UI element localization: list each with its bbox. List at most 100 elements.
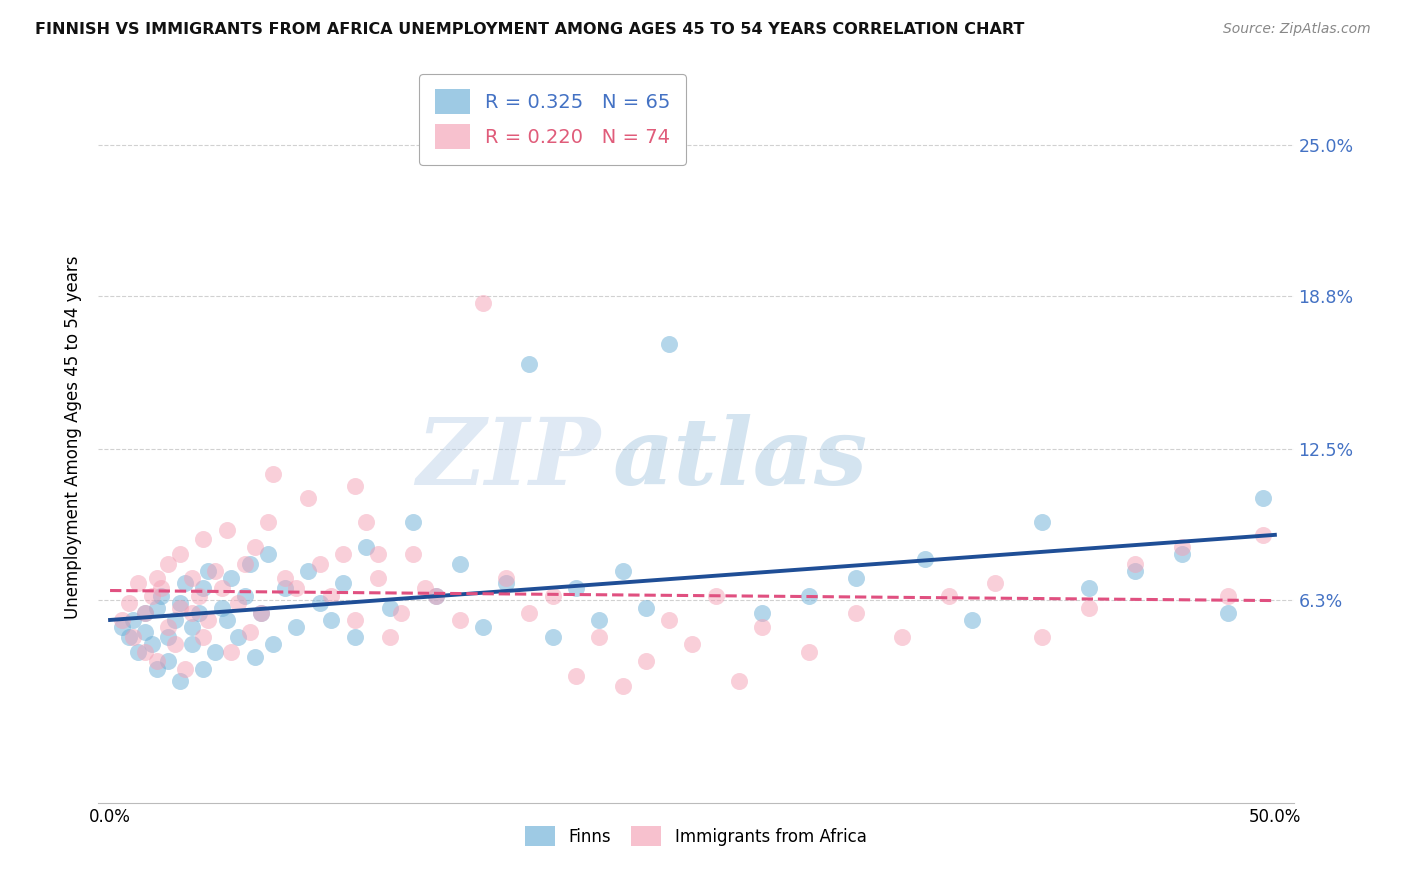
Point bbox=[180, 637, 202, 651]
Point bbox=[257, 516, 280, 530]
Point bbox=[169, 673, 191, 688]
Point bbox=[180, 606, 202, 620]
Point bbox=[150, 589, 173, 603]
Point bbox=[187, 589, 209, 603]
Point bbox=[274, 581, 297, 595]
Point bbox=[165, 637, 187, 651]
Point bbox=[541, 589, 564, 603]
Point bbox=[797, 589, 820, 603]
Point bbox=[356, 540, 378, 554]
Point bbox=[367, 547, 389, 561]
Point bbox=[187, 606, 209, 620]
Point bbox=[180, 572, 202, 586]
Point bbox=[157, 654, 180, 668]
Point bbox=[233, 557, 256, 571]
Point bbox=[257, 547, 280, 561]
Point bbox=[1170, 540, 1192, 554]
Point bbox=[118, 596, 141, 610]
Point bbox=[169, 547, 191, 561]
Point bbox=[682, 637, 704, 651]
Point bbox=[658, 337, 681, 351]
Point bbox=[1218, 606, 1240, 620]
Point bbox=[274, 572, 297, 586]
Point bbox=[204, 564, 226, 578]
Point bbox=[519, 357, 541, 371]
Point bbox=[211, 600, 233, 615]
Point bbox=[332, 547, 354, 561]
Point bbox=[495, 572, 517, 586]
Point bbox=[193, 630, 215, 644]
Point bbox=[378, 600, 401, 615]
Point bbox=[180, 620, 202, 634]
Point bbox=[204, 645, 226, 659]
Point bbox=[565, 669, 588, 683]
Point bbox=[150, 581, 173, 595]
Point bbox=[173, 662, 195, 676]
Point bbox=[141, 589, 163, 603]
Point bbox=[215, 613, 238, 627]
Point bbox=[250, 606, 273, 620]
Point bbox=[343, 479, 366, 493]
Point bbox=[343, 613, 366, 627]
Point bbox=[193, 533, 215, 547]
Point bbox=[1077, 600, 1099, 615]
Point bbox=[285, 620, 308, 634]
Point bbox=[145, 654, 167, 668]
Point bbox=[356, 516, 378, 530]
Point bbox=[308, 596, 330, 610]
Point bbox=[914, 552, 936, 566]
Point bbox=[938, 589, 960, 603]
Point bbox=[844, 606, 866, 620]
Legend: Finns, Immigrants from Africa: Finns, Immigrants from Africa bbox=[519, 820, 873, 853]
Point bbox=[250, 606, 273, 620]
Point bbox=[226, 596, 249, 610]
Point bbox=[134, 606, 156, 620]
Point bbox=[111, 620, 134, 634]
Text: atlas: atlas bbox=[613, 414, 868, 504]
Point bbox=[1170, 547, 1192, 561]
Point bbox=[157, 620, 180, 634]
Point bbox=[243, 540, 266, 554]
Point bbox=[1031, 630, 1053, 644]
Point bbox=[1031, 516, 1053, 530]
Point bbox=[797, 645, 820, 659]
Point bbox=[243, 649, 266, 664]
Point bbox=[378, 630, 401, 644]
Point bbox=[389, 606, 412, 620]
Point bbox=[122, 630, 145, 644]
Point bbox=[118, 630, 141, 644]
Point bbox=[704, 589, 727, 603]
Point bbox=[471, 296, 494, 310]
Point bbox=[728, 673, 751, 688]
Point bbox=[193, 662, 215, 676]
Point bbox=[402, 547, 425, 561]
Point bbox=[751, 606, 773, 620]
Point bbox=[297, 491, 319, 505]
Point bbox=[226, 630, 249, 644]
Point bbox=[634, 600, 657, 615]
Point bbox=[413, 581, 436, 595]
Point bbox=[321, 613, 343, 627]
Point bbox=[145, 662, 167, 676]
Point bbox=[285, 581, 308, 595]
Point bbox=[134, 606, 156, 620]
Point bbox=[297, 564, 319, 578]
Point bbox=[193, 581, 215, 595]
Point bbox=[141, 637, 163, 651]
Point bbox=[343, 630, 366, 644]
Point bbox=[165, 613, 187, 627]
Point bbox=[157, 557, 180, 571]
Y-axis label: Unemployment Among Ages 45 to 54 years: Unemployment Among Ages 45 to 54 years bbox=[63, 255, 82, 619]
Point bbox=[844, 572, 866, 586]
Point bbox=[751, 620, 773, 634]
Point bbox=[588, 613, 610, 627]
Point bbox=[239, 557, 262, 571]
Point bbox=[145, 572, 167, 586]
Point bbox=[219, 572, 242, 586]
Point bbox=[449, 557, 471, 571]
Point bbox=[1077, 581, 1099, 595]
Point bbox=[197, 564, 219, 578]
Point bbox=[1218, 589, 1240, 603]
Point bbox=[612, 564, 634, 578]
Point bbox=[239, 625, 262, 640]
